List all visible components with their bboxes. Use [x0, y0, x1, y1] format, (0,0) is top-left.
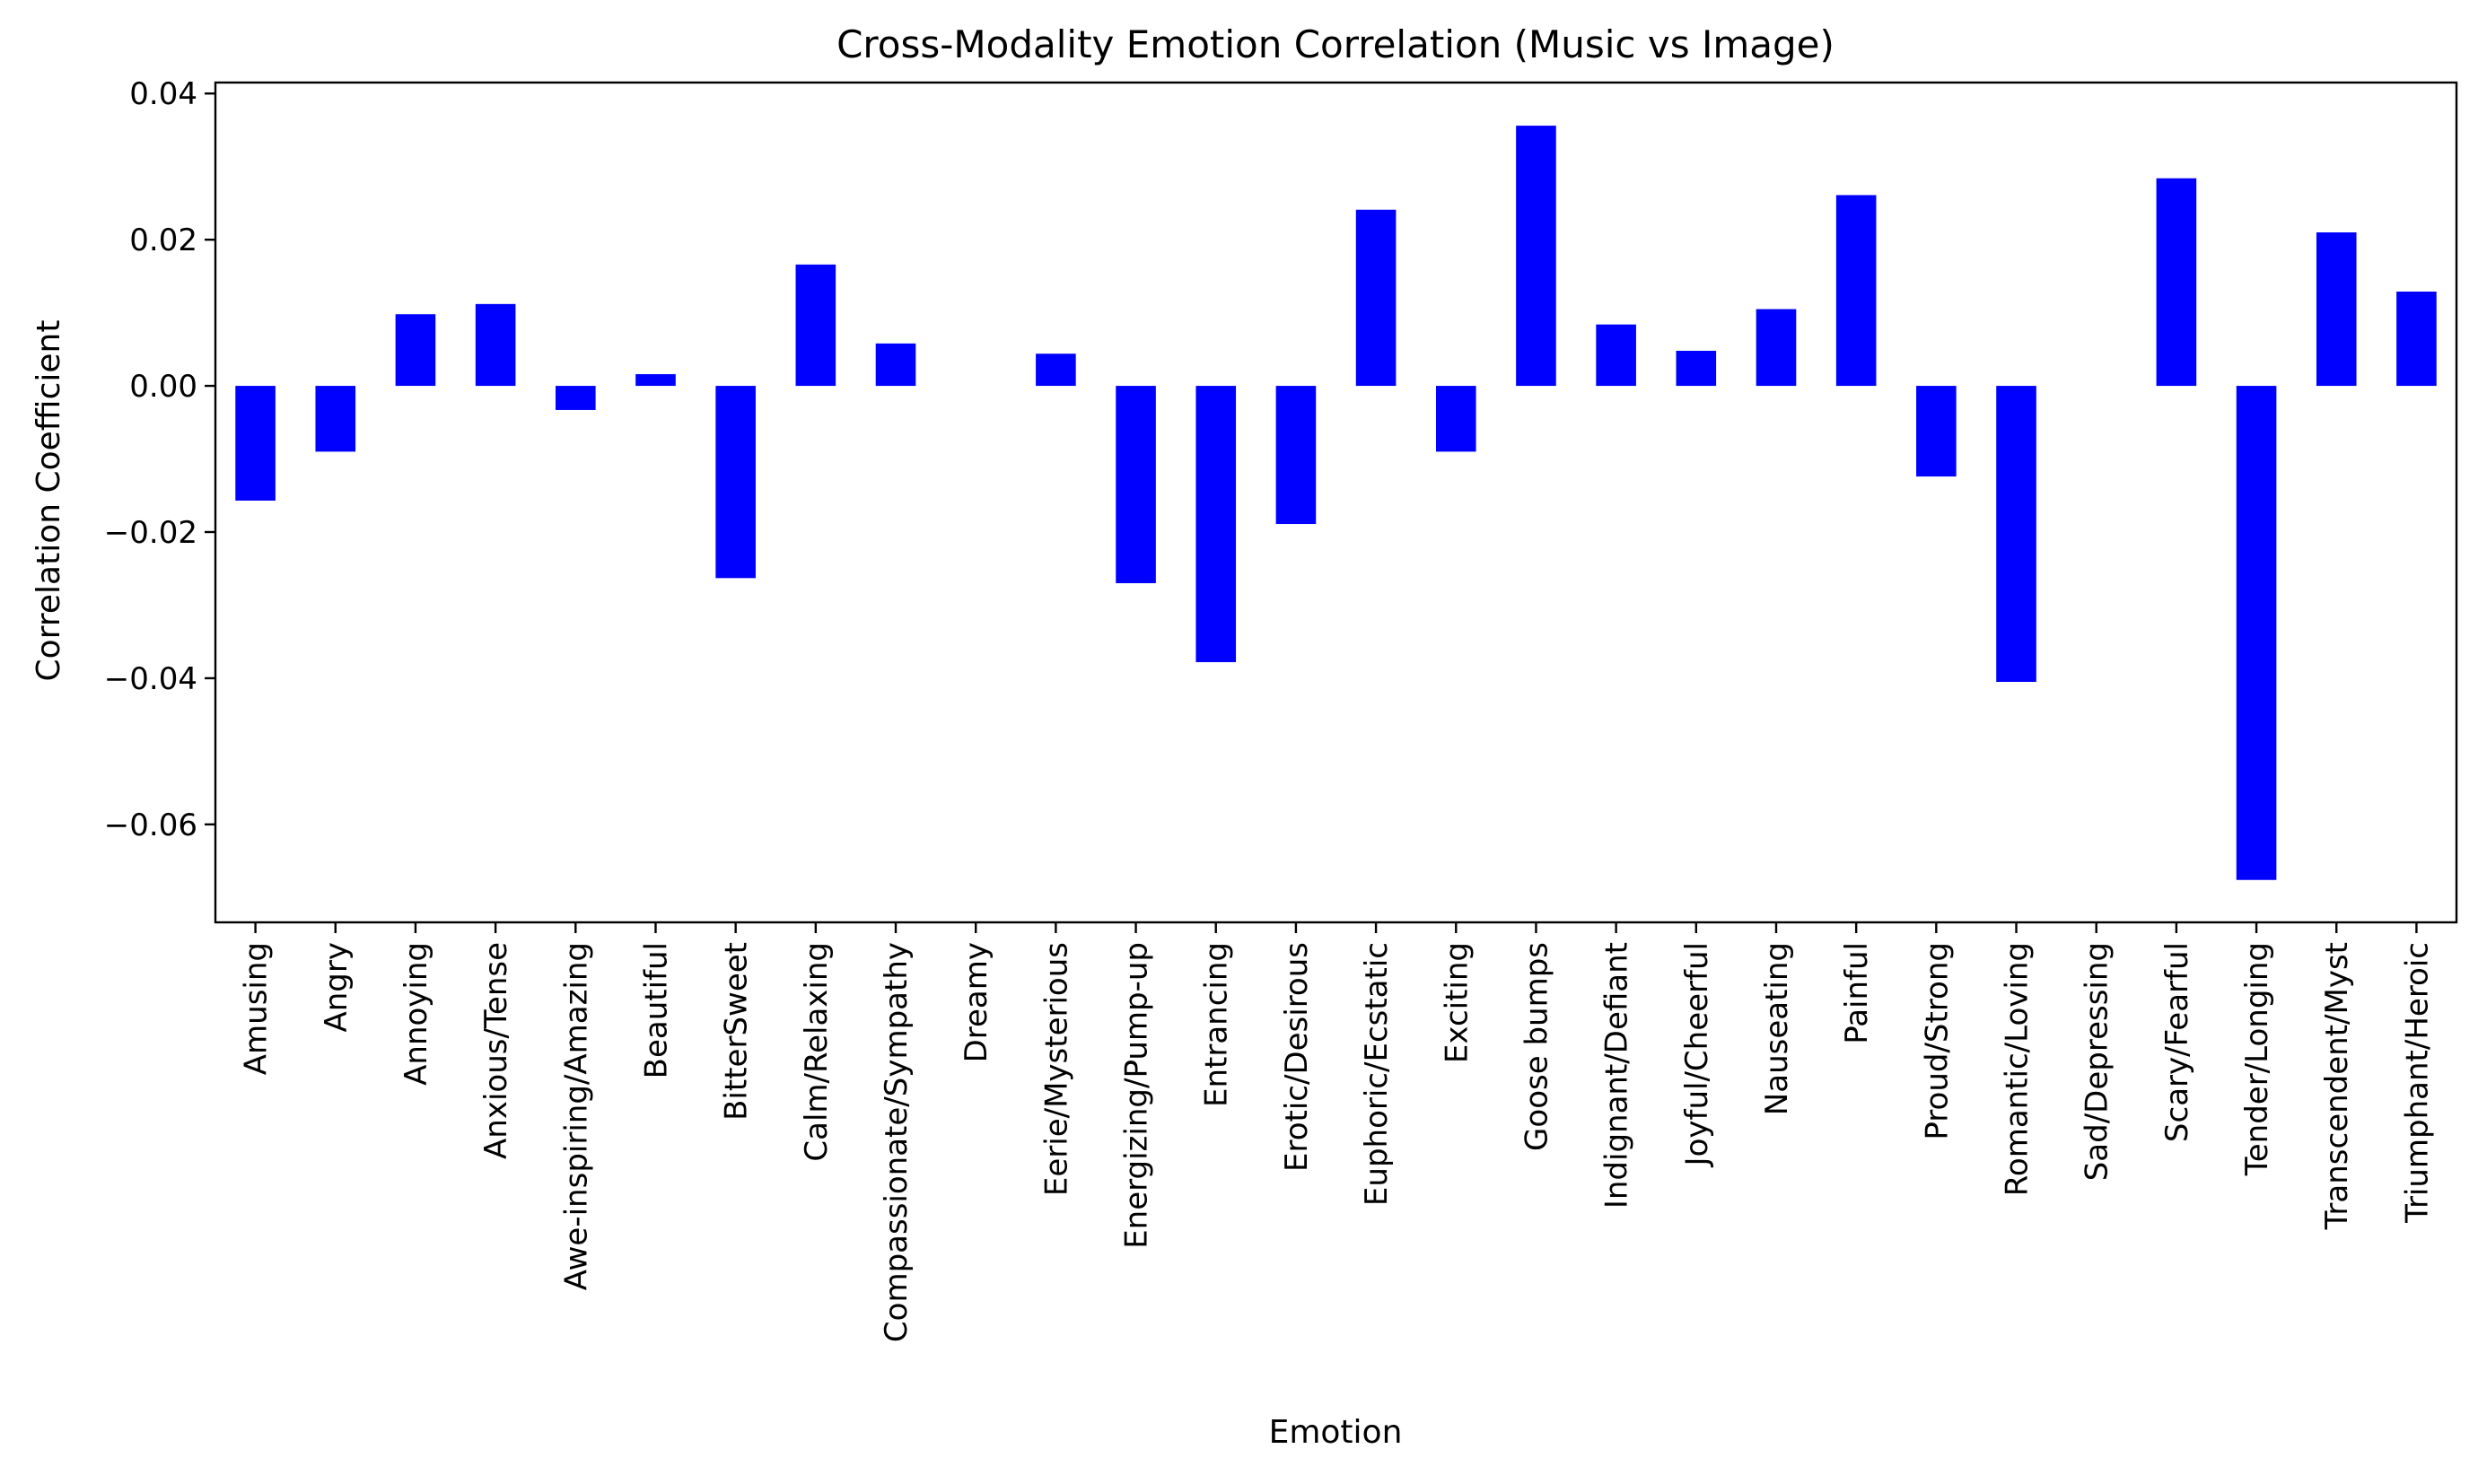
x-tick-label: Scary/Fearful	[2159, 942, 2195, 1142]
bar	[475, 303, 516, 387]
bar	[2236, 386, 2277, 880]
bar	[1516, 126, 1556, 387]
bar	[1195, 386, 1237, 662]
bar	[2316, 232, 2357, 387]
x-tick-label: Compassionate/Sympathy	[879, 942, 915, 1342]
bar	[635, 374, 676, 387]
x-tick-label: Anxious/Tense	[478, 942, 514, 1159]
x-tick-label: Sad/Depressing	[2080, 942, 2115, 1181]
x-tick-label: Tender/Longing	[2239, 942, 2275, 1176]
x-tick-label: Nauseating	[1759, 942, 1795, 1115]
bar	[1676, 350, 1717, 387]
bar	[556, 386, 596, 410]
bar	[1355, 209, 1397, 387]
y-axis: −0.06 −0.04 −0.02 0.00 0.02 0.04	[104, 76, 215, 843]
bar	[2156, 178, 2197, 387]
x-tick-label: Entrancing	[1199, 942, 1235, 1107]
bar	[1756, 309, 1797, 387]
x-tick-label: Angry	[319, 942, 355, 1033]
x-tick-label: Annoying	[398, 942, 434, 1086]
x-tick-label: Calm/Relaxing	[799, 942, 835, 1162]
x-tick-label: Joyful/Cheerful	[1679, 942, 1715, 1167]
x-tick-label: BitterSweet	[719, 942, 755, 1121]
x-tick-label: Indignant/Defiant	[1599, 942, 1635, 1209]
x-tick-label: Euphoric/Ecstatic	[1359, 942, 1395, 1206]
x-tick-label: Dreamy	[959, 942, 994, 1062]
chart-title: Cross-Modality Emotion Correlation (Musi…	[836, 22, 1835, 66]
x-tick-label: Beautiful	[638, 942, 674, 1078]
bar	[795, 264, 836, 387]
y-tick-label: −0.02	[104, 515, 197, 551]
x-tick-label: Proud/Strong	[1919, 942, 1955, 1140]
bar	[1916, 386, 1957, 477]
bar	[715, 386, 756, 579]
y-axis-label: Correlation Coefficient	[31, 320, 67, 682]
x-tick-label: Erotic/Desirous	[1279, 942, 1315, 1172]
x-tick-label: Goose bumps	[1519, 942, 1554, 1151]
bar	[1835, 195, 1877, 387]
x-tick-label: Amusing	[239, 942, 275, 1075]
bar	[1116, 386, 1156, 584]
axes-frame	[214, 81, 2458, 924]
y-tick-label: −0.06	[104, 807, 197, 843]
x-tick-label: Transcendent/Myst	[2319, 942, 2355, 1230]
bar	[2396, 291, 2437, 387]
bar	[1996, 386, 2036, 682]
x-tick-label: Painful	[1839, 942, 1875, 1044]
x-tick-label: Romantic/Loving	[2000, 942, 2036, 1196]
bars-layer	[235, 126, 2437, 880]
bar	[235, 386, 276, 501]
bar	[875, 343, 916, 387]
x-tick-label: Triumphant/Heroic	[2399, 942, 2435, 1224]
bar	[1435, 386, 1476, 452]
x-tick-label: Energizing/Pump-up	[1119, 942, 1155, 1249]
y-tick-label: 0.02	[129, 223, 197, 258]
bar	[395, 314, 436, 387]
y-tick-label: 0.04	[129, 76, 197, 112]
x-tick-label: Eerie/Mysterious	[1038, 942, 1074, 1196]
bar	[1036, 354, 1076, 387]
bar	[1596, 324, 1636, 387]
bar	[1275, 386, 1317, 525]
x-tick-label: Awe-inspiring/Amazing	[558, 942, 594, 1290]
x-axis-label: Emotion	[1269, 1414, 1403, 1451]
x-tick-label: Exciting	[1439, 942, 1475, 1063]
bar	[315, 386, 356, 452]
x-axis: Amusing Angry Annoying Anxious/Tense Awe-ins…	[239, 922, 2435, 1342]
y-tick-label: −0.04	[104, 661, 197, 697]
y-tick-label: 0.00	[129, 369, 197, 405]
